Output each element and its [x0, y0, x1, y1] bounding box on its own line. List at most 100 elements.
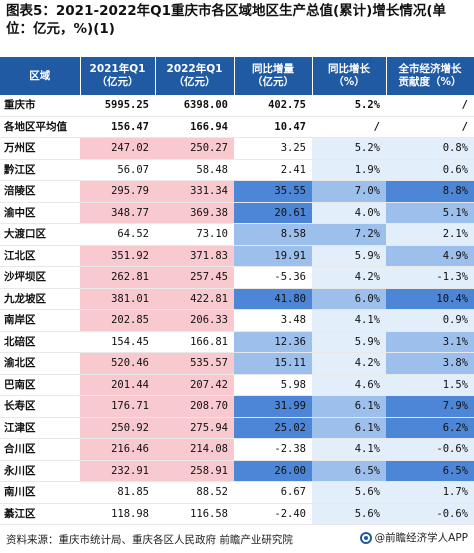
cell-region: 大渡口区 [0, 223, 80, 246]
cell-2021q1: 118.98 [80, 503, 155, 525]
cell-2021q1: 262.81 [80, 266, 155, 289]
cell-growth: 6.1% [312, 395, 386, 418]
cell-2021q1: 247.02 [80, 137, 155, 160]
cell-contribution: / [386, 116, 474, 138]
cell-2021q1: 156.47 [80, 116, 155, 138]
cell-region: 重庆市 [0, 95, 80, 117]
cell-region: 合川区 [0, 438, 80, 461]
table-row: 南岸区 202.85 206.33 3.48 4.1% 0.9% [0, 309, 474, 332]
cell-region: 渝中区 [0, 202, 80, 224]
cell-2022q1: 6398.00 [155, 95, 234, 117]
cell-2022q1: 275.94 [155, 417, 234, 439]
cell-contribution: 4.9% [386, 245, 474, 267]
cell-growth: 4.1% [312, 438, 386, 461]
cell-region: 万州区 [0, 137, 80, 160]
cell-contribution: / [386, 95, 474, 117]
cell-increase: -2.38 [234, 438, 312, 461]
cell-growth: 4.1% [312, 309, 386, 332]
cell-increase: 3.48 [234, 309, 312, 332]
cell-contribution: 6.5% [386, 460, 474, 482]
cell-contribution: 1.7% [386, 481, 474, 504]
cell-2022q1: 208.70 [155, 395, 234, 418]
cell-contribution: 3.1% [386, 331, 474, 353]
source-note: 资料来源：重庆市统计局、重庆各区人民政府 前瞻产业研究院 [6, 534, 293, 546]
cell-2021q1: 154.45 [80, 331, 155, 353]
cell-region: 各地区平均值 [0, 116, 80, 138]
cell-growth: 5.9% [312, 245, 386, 267]
table-row: 万州区 247.02 250.27 3.25 5.2% 0.8% [0, 137, 474, 160]
cell-region: 九龙坡区 [0, 288, 80, 310]
brand-logo-icon [359, 531, 372, 544]
cell-2022q1: 535.57 [155, 352, 234, 375]
table-row: 北碚区 154.45 166.81 12.36 5.9% 3.1% [0, 331, 474, 353]
cell-growth: 4.2% [312, 266, 386, 289]
cell-region: 渝北区 [0, 352, 80, 375]
cell-increase: -5.36 [234, 266, 312, 289]
cell-increase: 5.98 [234, 374, 312, 396]
cell-region: 永川区 [0, 460, 80, 482]
table-row: 涪陵区 295.79 331.34 35.55 7.0% 8.8% [0, 180, 474, 203]
table-row: 江津区 250.92 275.94 25.02 6.1% 6.2% [0, 417, 474, 439]
cell-increase: 31.99 [234, 395, 312, 418]
cell-2022q1: 207.42 [155, 374, 234, 396]
cell-increase: -2.40 [234, 503, 312, 525]
cell-2022q1: 257.45 [155, 266, 234, 289]
cell-increase: 35.55 [234, 180, 312, 203]
table-row: 沙坪坝区 262.81 257.45 -5.36 4.2% -1.3% [0, 266, 474, 289]
cell-contribution: 5.1% [386, 202, 474, 224]
table-row: 綦江区 118.98 116.58 -2.40 5.6% -0.6% [0, 503, 474, 525]
cell-growth: / [312, 116, 386, 138]
cell-growth: 4.0% [312, 202, 386, 224]
cell-region: 綦江区 [0, 503, 80, 525]
cell-contribution: 10.4% [386, 288, 474, 310]
cell-2021q1: 216.46 [80, 438, 155, 461]
header-growth: 同比增长 （%） [312, 57, 387, 95]
header-region: 区域 [0, 57, 81, 95]
header-2022q1: 2022年Q1 （亿元） [155, 57, 235, 95]
cell-2022q1: 166.94 [155, 116, 234, 138]
cell-growth: 5.9% [312, 331, 386, 353]
cell-region: 沙坪坝区 [0, 266, 80, 289]
cell-growth: 6.5% [312, 460, 386, 482]
cell-contribution: 6.2% [386, 417, 474, 439]
header-contribution: 全市经济增长 贡献度（%） [386, 57, 474, 95]
cell-contribution: -1.3% [386, 266, 474, 289]
cell-2022q1: 166.81 [155, 331, 234, 353]
cell-2022q1: 371.83 [155, 245, 234, 267]
cell-2022q1: 58.48 [155, 159, 234, 181]
cell-2021q1: 351.92 [80, 245, 155, 267]
header-increase: 同比增量 （亿元） [234, 57, 313, 95]
cell-2022q1: 250.27 [155, 137, 234, 160]
cell-2021q1: 295.79 [80, 180, 155, 203]
cell-contribution: 0.8% [386, 137, 474, 160]
cell-region: 江北区 [0, 245, 80, 267]
table-row: 南川区 81.85 88.52 6.67 5.6% 1.7% [0, 481, 474, 504]
cell-region: 巴南区 [0, 374, 80, 396]
cell-increase: 20.61 [234, 202, 312, 224]
cell-contribution: 3.8% [386, 352, 474, 375]
gdp-table: 区域 2021年Q1 （亿元） 2022年Q1 （亿元） 同比增量 （亿元） 同比增长… [0, 57, 474, 525]
cell-2021q1: 232.91 [80, 460, 155, 482]
cell-growth: 1.9% [312, 159, 386, 181]
brand-credit: @前瞻经济学人APP [359, 530, 468, 545]
table-row: 合川区 216.46 214.08 -2.38 4.1% -0.6% [0, 438, 474, 461]
cell-contribution: 0.9% [386, 309, 474, 332]
cell-2021q1: 250.92 [80, 417, 155, 439]
table-row: 大渡口区 64.52 73.10 8.58 7.2% 2.1% [0, 223, 474, 246]
brand-text: @前瞻经济学人APP [374, 532, 468, 544]
cell-contribution: 1.5% [386, 374, 474, 396]
cell-growth: 6.1% [312, 417, 386, 439]
cell-increase: 8.58 [234, 223, 312, 246]
cell-2022q1: 206.33 [155, 309, 234, 332]
cell-increase: 402.75 [234, 95, 312, 117]
table-row: 渝中区 348.77 369.38 20.61 4.0% 5.1% [0, 202, 474, 224]
cell-increase: 25.02 [234, 417, 312, 439]
cell-region: 长寿区 [0, 395, 80, 418]
cell-contribution: 7.9% [386, 395, 474, 418]
cell-2021q1: 348.77 [80, 202, 155, 224]
cell-growth: 7.2% [312, 223, 386, 246]
page-title: 图表5：2021-2022年Q1重庆市各区域地区生产总值(累计)增长情况(单 位… [6, 3, 447, 37]
cell-region: 涪陵区 [0, 180, 80, 203]
cell-increase: 26.00 [234, 460, 312, 482]
cell-growth: 4.2% [312, 352, 386, 375]
